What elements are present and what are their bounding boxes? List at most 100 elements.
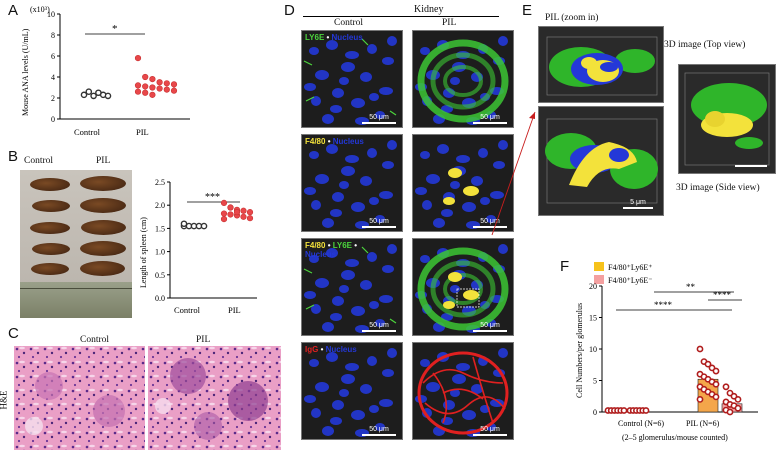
control-point xyxy=(620,407,628,414)
channel-a: LY6E xyxy=(305,33,325,42)
control-point xyxy=(642,407,650,414)
panel-b-ticks: 0.0 0.5 1.0 1.5 2.0 2.5 xyxy=(155,178,170,303)
pil-point xyxy=(170,87,178,94)
y-tick-label: 6 xyxy=(51,52,55,61)
pil-pos-point xyxy=(696,345,704,353)
pil-point xyxy=(220,210,228,217)
scale-bar-label: 50 μm xyxy=(369,114,389,121)
y-tick-label: 2.0 xyxy=(155,201,165,210)
panel-b-ylabel: Length of spleen (cm) xyxy=(139,217,148,288)
panel-b-points xyxy=(180,199,254,230)
panel-a-multiplier: (x10³) xyxy=(30,5,50,14)
scale-bar: 50 μm xyxy=(362,114,396,124)
panel-d-tissue: Kidney xyxy=(414,4,444,15)
channel-a: F4/80 xyxy=(305,137,326,146)
panel-e-zoom-image xyxy=(538,26,664,103)
panel-e-side-view-label: 3D image (Side view) xyxy=(676,183,760,193)
pil-point xyxy=(170,81,178,88)
panel-c-row-label: H&E xyxy=(0,390,9,410)
y-tick-label: 1.0 xyxy=(155,248,165,257)
panel-label-b: B xyxy=(8,148,19,165)
scale-bar-label: 50 μm xyxy=(369,426,389,433)
panel-c-col-pil: PIL xyxy=(196,335,211,345)
y-tick-label: 2.5 xyxy=(155,178,165,187)
channel-label: F4/80 • LY6E • Nucleus xyxy=(305,241,357,259)
pil-point xyxy=(220,199,228,206)
micro-control-row-3: F4/80 • LY6E • Nucleus 50 μm xyxy=(301,238,403,336)
pil-pos-point xyxy=(712,367,720,375)
pil-point xyxy=(163,86,170,93)
channel-c: Nucleus xyxy=(305,250,337,259)
pil-neg-point xyxy=(734,404,742,412)
spleen-control-2 xyxy=(32,200,70,212)
y-tick-label: 8 xyxy=(51,31,55,40)
panel-b-chart: Length of spleen (cm) 0.0 0.5 1.0 1.5 2.0 2.5… xyxy=(139,178,257,315)
panel-d-header-line xyxy=(303,16,499,17)
panel-a-points xyxy=(80,54,178,100)
pil-point xyxy=(233,209,241,216)
scale-bar: 50 μm xyxy=(473,218,507,228)
y-tick-label: 2 xyxy=(51,94,55,103)
scale-bar: 50 μm xyxy=(362,218,396,228)
channel-a: IgG xyxy=(305,345,319,354)
y-tick-label: 0 xyxy=(593,408,597,417)
panel-f-xcat-pil: PIL (N=6) xyxy=(686,419,720,428)
y-tick-label: 0 xyxy=(51,115,55,124)
spleen-control-1 xyxy=(30,178,70,191)
panel-d-col-pil: PIL xyxy=(442,18,457,28)
panel-e-title: PIL (zoom in) xyxy=(545,13,599,23)
spleen-pil-5 xyxy=(80,261,125,276)
y-tick-label: 1.5 xyxy=(155,224,165,233)
control-point xyxy=(90,92,97,100)
panel-a-sig: * xyxy=(112,23,118,35)
micro-pil-row-2: 50 μm xyxy=(412,134,514,232)
micro-control-row-1: LY6E • Nucleus 50 μm xyxy=(301,30,403,128)
channel-sep: • xyxy=(318,345,326,354)
panel-b-xcat-pil: PIL xyxy=(228,305,241,315)
panel-d-col-control: Control xyxy=(334,18,364,28)
panel-b-photo-pil-label: PIL xyxy=(96,156,111,166)
scale-bar-label: 50 μm xyxy=(369,322,389,329)
panel-c-col-control: Control xyxy=(80,335,110,345)
legend-swatch-neg xyxy=(594,275,604,284)
pil-pos-point xyxy=(696,395,704,403)
panel-a-xcat-pil: PIL xyxy=(136,127,149,137)
pil-pos-point xyxy=(712,380,720,388)
y-tick-label: 20 xyxy=(589,282,597,291)
panel-label-d: D xyxy=(284,2,295,19)
pil-point xyxy=(156,85,163,92)
panel-a-chart: (x10³) Mouse ANA levels (U/mL) 0 2 4 6 8 10 *… xyxy=(21,5,190,137)
spleen-pil-4 xyxy=(80,241,126,256)
channel-label: IgG • Nucleus xyxy=(305,345,357,354)
panel-f-bars xyxy=(605,378,743,413)
panel-f-ylabel: Cell Numbers/per glomerulus xyxy=(575,303,584,398)
legend-label-pos: F4/80⁺Ly6E⁺ xyxy=(608,263,652,272)
pil-neg-point xyxy=(734,395,742,403)
control-point xyxy=(80,91,88,99)
spleen-pil-3 xyxy=(81,220,126,235)
panel-a-ticks: 0 2 4 6 8 10 xyxy=(47,10,60,124)
panel-f-xcat-control: Control (N=6) xyxy=(618,419,664,428)
pil-point xyxy=(156,79,163,86)
legend-label-neg: F4/80⁺Ly6E⁻ xyxy=(608,276,652,285)
channel-b: Nucleus xyxy=(331,33,363,42)
spleen-pil-1 xyxy=(80,176,126,191)
legend-swatch-pos xyxy=(594,262,604,271)
pil-point xyxy=(134,88,142,95)
channel-b: LY6E xyxy=(332,241,352,250)
pil-point xyxy=(227,211,234,218)
channel-sep: • xyxy=(325,241,333,250)
panel-f-points xyxy=(604,345,742,416)
micro-pil-row-4: 50 μm xyxy=(412,342,514,440)
he-control-image xyxy=(14,346,145,450)
spleen-control-4 xyxy=(32,243,70,255)
panel-f-legend: F4/80⁺Ly6E⁺ F4/80⁺Ly6E⁻ xyxy=(594,262,652,285)
scale-bar-label: 50 μm xyxy=(480,114,500,121)
y-tick-label: 0.5 xyxy=(155,271,165,280)
panel-label-f: F xyxy=(560,258,570,275)
panel-e-top-view-label: 3D image (Top view) xyxy=(664,40,746,50)
pil-point xyxy=(149,75,156,83)
panel-e-top-image xyxy=(678,64,776,174)
pil-point xyxy=(142,83,149,90)
panel-label-a: A xyxy=(8,2,19,19)
